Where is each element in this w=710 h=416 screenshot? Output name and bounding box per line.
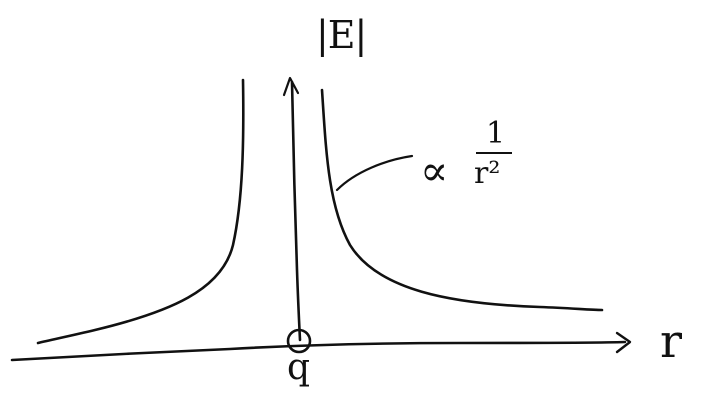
- r-axis-arrowhead: [615, 331, 632, 354]
- charge-label: q: [287, 347, 311, 388]
- e-axis-line: [290, 80, 302, 342]
- inverse-square-fraction: 1 r²: [472, 116, 522, 196]
- left-field-curve: [36, 78, 245, 345]
- fraction-numerator: 1: [486, 116, 506, 151]
- e-axis-arrowhead: [282, 76, 300, 97]
- point-charge-marker: [286, 328, 312, 354]
- r-axis-line: [10, 340, 627, 362]
- fraction-denominator: r²: [474, 156, 501, 191]
- y-axis-label: |E|: [316, 13, 367, 57]
- x-axis-label: r: [660, 314, 682, 368]
- proportional-symbol: ∝: [420, 146, 449, 195]
- fraction-bar: [476, 152, 512, 154]
- annotation-leader-line: [335, 154, 414, 192]
- right-field-curve: [320, 88, 604, 312]
